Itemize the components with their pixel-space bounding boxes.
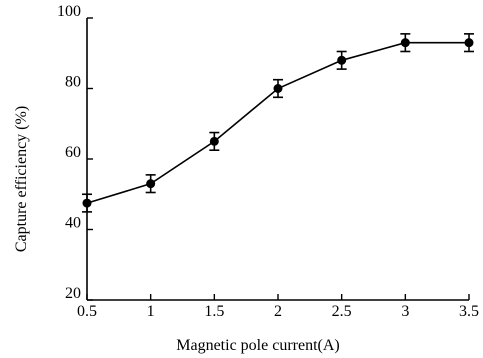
data-point xyxy=(146,179,156,189)
x-tick-label: 0.5 xyxy=(77,303,97,320)
x-ticks: 0.5 1 1.5 2 2.5 3 3.5 xyxy=(77,294,479,320)
x-tick-label: 1 xyxy=(147,303,155,320)
data-point xyxy=(337,55,347,65)
y-tick-label: 60 xyxy=(65,144,81,161)
y-axis-title: Capture efficiency (%) xyxy=(13,106,30,252)
x-tick-label: 2 xyxy=(274,303,282,320)
data-point xyxy=(400,38,410,48)
x-tick-label: 1.5 xyxy=(204,303,224,320)
data-point xyxy=(209,136,219,146)
y-ticks: 20 40 60 80 100 xyxy=(57,3,93,302)
x-tick-label: 2.5 xyxy=(332,303,352,320)
axes xyxy=(86,18,469,301)
y-tick-label: 100 xyxy=(57,3,81,20)
series-line xyxy=(86,41,469,204)
data-point xyxy=(273,84,283,93)
series-layer xyxy=(82,33,474,213)
x-tick-label: 3.5 xyxy=(459,303,479,320)
y-tick-label: 20 xyxy=(65,285,81,302)
x-tick-label: 3 xyxy=(401,303,409,320)
data-point xyxy=(464,38,474,48)
y-tick-label: 40 xyxy=(65,215,81,232)
y-tick-label: 80 xyxy=(65,74,81,91)
x-axis-title: Magnetic pole current(A) xyxy=(176,337,339,354)
data-point xyxy=(82,198,92,208)
